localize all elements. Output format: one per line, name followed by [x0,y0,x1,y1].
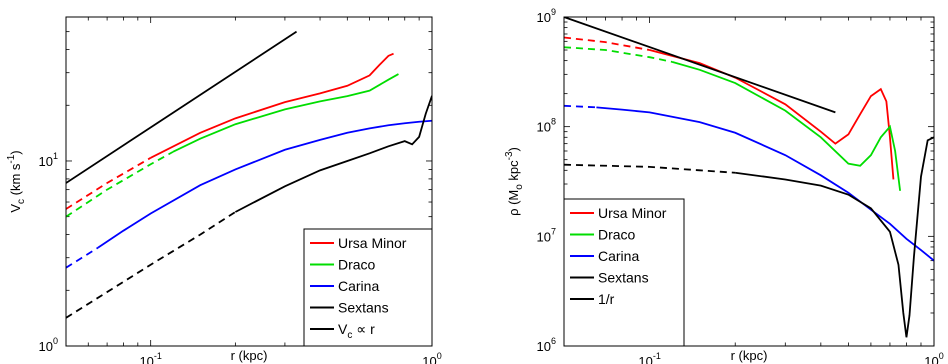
velocity-x-tick-label: 10-1 [139,351,161,364]
density-x-axis-label: r (kpc) [731,348,768,363]
velocity-y-tick-label: 101 [39,151,58,169]
density-sextans-line [735,136,934,338]
velocity-series [66,30,432,319]
density-draco-inner-dashed-line [564,46,673,63]
velocity-y-axis-label: Vc (km s-1) [6,150,27,212]
velocity-x-axis-label: r (kpc) [231,348,268,363]
velocity-ursa-minor-inner-dashed-line [66,157,152,210]
velocity-series-v-c-r [66,30,298,184]
density-carina-line [596,106,934,262]
velocity-legend-label-draco: Draco [338,257,376,273]
density-carina-inner-dashed-line [564,104,597,109]
velocity-x-tick-label: 100 [422,351,441,364]
velocity-plot-frame [65,16,433,347]
density-legend-box [563,198,685,347]
velocity-draco-line [172,73,399,153]
velocity-legend-label-v-c-r: Vc ∝ r [338,321,375,341]
velocity-legend-box [303,228,433,347]
density-draco-line [671,60,901,191]
density-series-draco [564,46,901,191]
density-series-1-r [564,17,836,114]
velocity-series-carina [66,119,432,269]
velocity-legend: Ursa Minor Draco Carina Sextans Vc ∝ r [303,228,433,347]
density-series [564,17,934,338]
velocity-series-draco [66,73,399,218]
density-legend-label-draco: Draco [598,227,636,243]
density-series-sextans [564,136,934,338]
density-legend-label-carina: Carina [598,248,639,264]
velocity-sextans-inner-dashed-line [66,211,236,319]
velocity-v-c-r-line [66,30,298,184]
velocity-y-tick-label: 100 [39,336,58,354]
velocity-carina-line [97,119,432,249]
velocity-legend-label-carina: Carina [338,278,379,294]
velocity-panel: 10-1 100 100 101 r (kpc) Vc (km s-1) Ursa Mino… [6,16,442,364]
density-y-tick-label: 108 [537,117,556,135]
density-panel: 10-1 100 106 107 108 109 r (kpc) ρ (Mo kpc-3) Ur… [504,7,944,364]
density-x-tick-label: 10-1 [638,351,660,364]
velocity-series-ursa-minor [66,52,394,210]
density-x-tick-label: 100 [924,351,943,364]
density-legend-label-ursa-minor: Ursa Minor [598,205,667,221]
density-1-r-line [564,17,836,114]
velocity-legend-label-sextans: Sextans [338,300,389,316]
density-y-axis-label: ρ (Mo kpc-3) [504,147,525,216]
density-sextans-inner-dashed-line [564,163,736,174]
density-plot-frame [563,16,935,347]
velocity-ursa-minor-line [150,52,394,159]
velocity-sextans-line [234,95,432,213]
density-ursa-minor-line [649,49,895,180]
density-legend: Ursa Minor Draco Carina Sextans 1/r [563,198,685,347]
velocity-series-sextans [66,95,432,319]
density-legend-label-sextans: Sextans [598,270,649,286]
velocity-legend-label-ursa-minor: Ursa Minor [338,235,407,251]
density-ursa-minor-inner-dashed-line [564,36,650,51]
density-series-carina [564,104,934,262]
density-legend-label-1-r: 1/r [598,291,615,307]
velocity-draco-inner-dashed-line [66,151,174,218]
density-y-tick-label: 109 [537,7,556,25]
velocity-carina-inner-dashed-line [66,246,99,269]
density-y-tick-label: 106 [537,336,556,354]
density-y-tick-label: 107 [537,226,556,244]
